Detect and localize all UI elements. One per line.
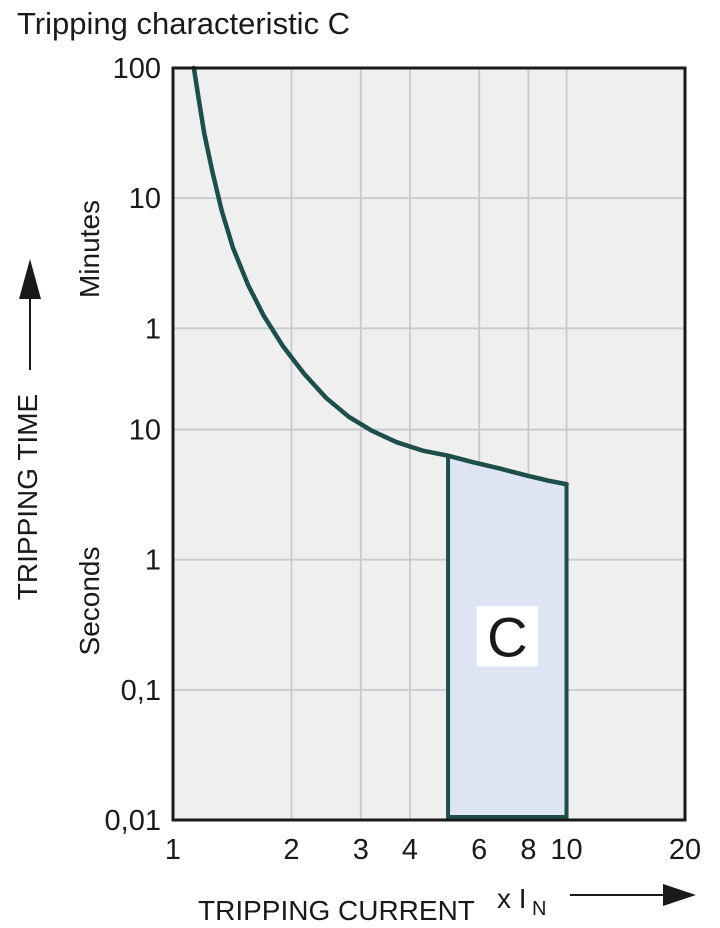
x-tick-label: 6 (471, 834, 487, 866)
region-label-box (476, 606, 538, 667)
y-axis-unit-minutes: Minutes (74, 200, 105, 298)
trip-curve (191, 65, 569, 487)
y-axis-title: TRIPPING TIME (12, 394, 43, 600)
y-axis-unit-seconds: Seconds (74, 547, 105, 656)
plot-background (173, 68, 685, 820)
x-tick-label: 10 (550, 834, 582, 866)
plot-area: 1 2 3 4 6 8 10 20 100 10 1 10 1 0,1 0,01 (105, 53, 702, 866)
x-tick-label: 8 (520, 834, 536, 866)
up-arrow-icon (19, 259, 41, 299)
y-tick-label: 100 (113, 53, 161, 85)
x-tick-label: 2 (283, 834, 299, 866)
x-tick-label: 1 (165, 834, 181, 866)
x-axis-multiplier-subscript: N (532, 898, 546, 920)
y-tick-label: 10 (129, 183, 161, 215)
x-tick-label: 3 (353, 834, 369, 866)
x-tick-label: 20 (669, 834, 701, 866)
y-tick-label: 0,01 (105, 805, 161, 837)
y-tick-label: 1 (145, 545, 161, 577)
x-axis-multiplier: x I (497, 883, 527, 914)
y-tick-label: 1 (145, 313, 161, 345)
y-tick-label: 0,1 (121, 675, 161, 707)
x-axis-title: TRIPPING CURRENT (198, 895, 475, 926)
right-arrow-icon (663, 884, 696, 906)
chart-title: Tripping characteristic C (17, 6, 350, 41)
x-tick-label: 4 (402, 834, 418, 866)
y-tick-label: 10 (129, 415, 161, 447)
plot-frame (171, 66, 687, 822)
region-label: C (487, 605, 527, 668)
